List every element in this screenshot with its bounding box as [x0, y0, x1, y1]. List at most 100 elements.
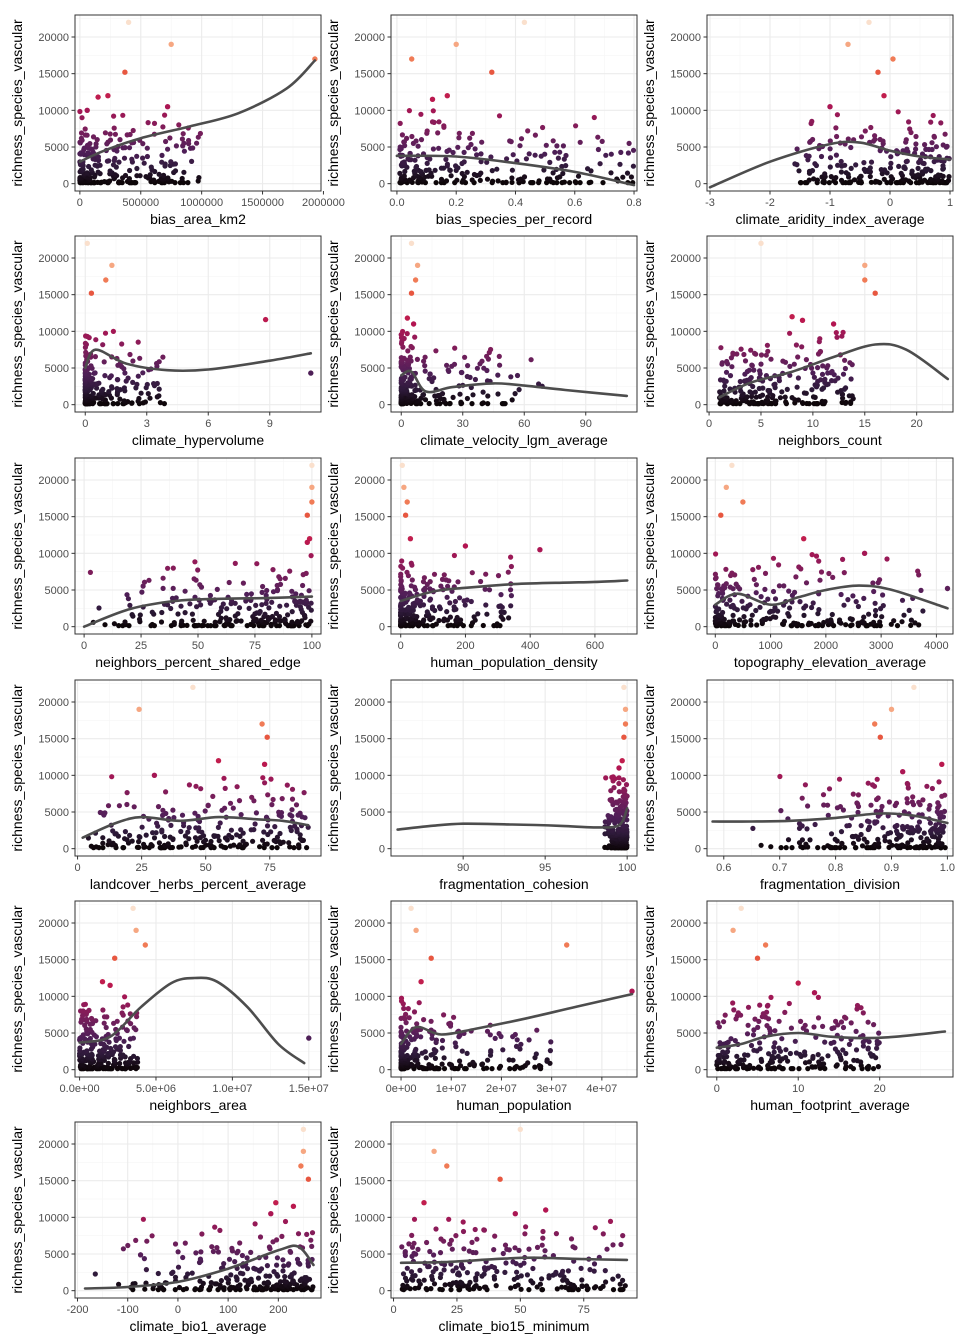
data-point: [935, 172, 941, 178]
data-point: [122, 994, 128, 1000]
data-point: [819, 371, 826, 377]
data-point: [532, 1064, 538, 1070]
x-axis-title: neighbors_percent_shared_edge: [95, 654, 301, 670]
data-point: [762, 586, 768, 593]
data-point: [103, 1024, 109, 1031]
data-point: [88, 1015, 95, 1022]
data-point: [620, 1286, 626, 1292]
data-point-high: [862, 277, 868, 283]
y-tick-label: 10000: [354, 548, 385, 560]
data-point: [265, 614, 271, 621]
data-point: [160, 575, 166, 581]
data-point: [131, 804, 137, 810]
data-point: [286, 840, 292, 846]
data-point: [428, 1286, 434, 1292]
data-point: [806, 620, 812, 626]
data-point: [803, 357, 810, 363]
data-point: [792, 589, 798, 596]
data-point: [432, 167, 438, 173]
data-point: [841, 602, 847, 608]
x-axis: 0 5 10 15 20: [706, 412, 923, 430]
data-point: [819, 1056, 825, 1062]
data-point: [755, 1024, 761, 1030]
smooth-fit-line: [711, 812, 949, 825]
data-point: [821, 802, 827, 808]
data-point: [406, 604, 412, 611]
data-point: [584, 1283, 590, 1289]
data-point: [880, 825, 886, 831]
data-point: [116, 623, 122, 629]
x-tick-label: 90: [457, 862, 469, 874]
data-point: [871, 619, 877, 625]
data-point: [610, 827, 616, 833]
x-tick-label: 0.6: [716, 862, 731, 874]
y-tick-label: 15000: [670, 734, 701, 746]
data-point: [102, 622, 108, 628]
scatter-panel-16: -200 -100 0 100 20005000100001500020000clima…: [9, 1121, 322, 1334]
data-point: [498, 592, 504, 598]
data-point-high: [428, 955, 434, 961]
data-point: [788, 1066, 794, 1072]
smooth-fit-line: [396, 807, 629, 831]
data-point: [413, 387, 419, 393]
data-point-high: [512, 1211, 518, 1217]
data-point: [398, 1029, 404, 1035]
data-point: [155, 1270, 161, 1277]
data-point: [282, 1218, 289, 1225]
data-point: [730, 612, 736, 619]
data-point: [186, 825, 192, 831]
data-point: [412, 157, 418, 163]
y-tick-label: 5000: [677, 807, 701, 819]
data-point: [733, 581, 739, 587]
data-point: [778, 845, 784, 851]
x-tick-label: 0.6: [567, 197, 582, 209]
data-point: [873, 607, 879, 614]
data-point: [483, 602, 489, 608]
data-point: [263, 1273, 269, 1279]
data-point: [609, 796, 615, 803]
x-tick-label: 25: [136, 862, 148, 874]
data-point: [427, 579, 433, 585]
data-point: [573, 123, 579, 129]
smooth-fit-line: [399, 992, 634, 1046]
data-point: [420, 579, 427, 585]
data-point: [834, 133, 840, 140]
data-point: [809, 604, 815, 611]
data-point: [114, 1018, 120, 1024]
data-point-high: [875, 69, 881, 75]
data-point: [270, 567, 276, 573]
smooth-fit-line: [715, 1030, 947, 1049]
x-tick-label: -100: [117, 1304, 139, 1316]
data-point-high: [112, 955, 118, 961]
data-point: [413, 1057, 419, 1063]
x-tick-label: 1000: [758, 640, 782, 652]
data-point: [230, 805, 236, 811]
data-point: [732, 1064, 739, 1070]
data-point: [843, 1050, 849, 1057]
data-point: [928, 119, 934, 125]
data-point: [854, 800, 860, 806]
data-point: [939, 178, 945, 184]
data-point: [260, 775, 266, 781]
data-point: [127, 351, 133, 358]
data-point: [853, 1028, 859, 1034]
data-point: [79, 115, 85, 121]
data-point: [595, 134, 601, 140]
data-point: [106, 838, 112, 844]
data-point: [838, 169, 845, 175]
data-point: [84, 1016, 90, 1022]
data-point: [801, 390, 808, 396]
x-tick-label: 5: [758, 418, 764, 430]
data-point: [433, 398, 439, 404]
data-point: [732, 1038, 738, 1044]
data-point: [865, 780, 871, 786]
data-point: [141, 160, 147, 166]
data-point: [287, 844, 293, 850]
y-tick-label: 10000: [38, 326, 69, 338]
x-tick-label: 75: [578, 1304, 590, 1316]
data-point: [498, 614, 504, 620]
data-point: [508, 587, 514, 593]
smooth-fit-line: [708, 140, 952, 189]
data-point: [468, 141, 474, 148]
data-point: [810, 136, 816, 143]
